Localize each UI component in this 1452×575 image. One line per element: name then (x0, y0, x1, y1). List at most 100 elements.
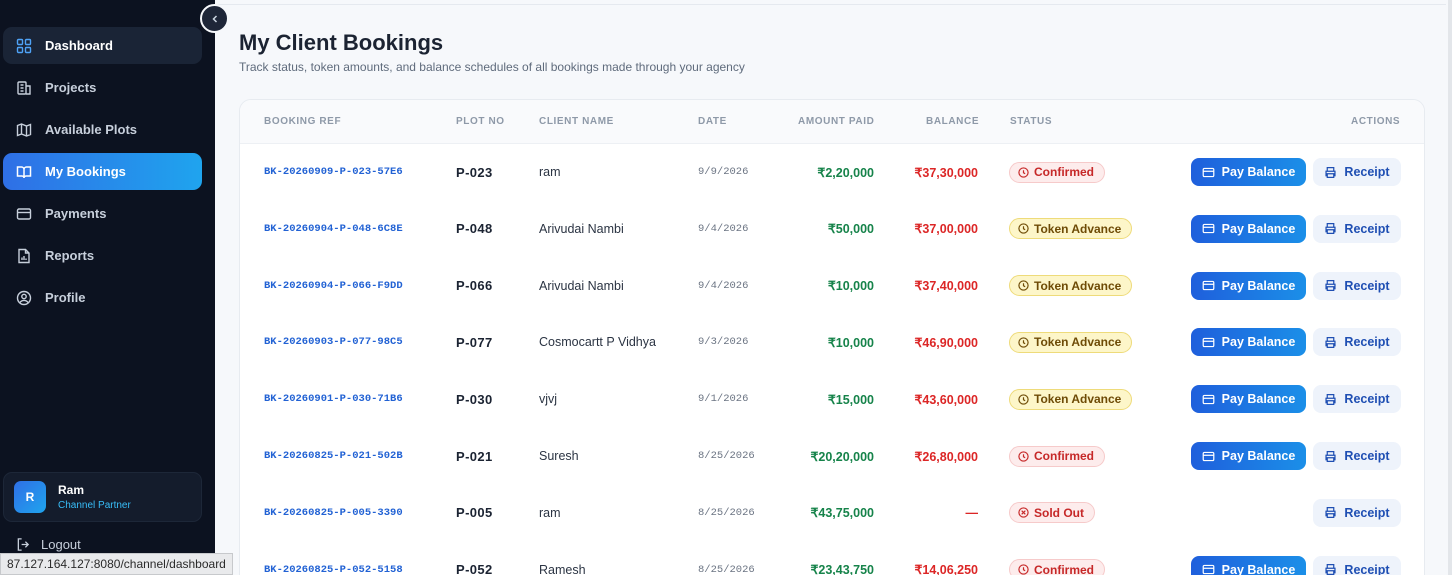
receipt-button[interactable]: Receipt (1313, 158, 1401, 186)
balance-amount: ₹46,90,000 (914, 335, 978, 350)
sidebar-item-reports[interactable]: Reports (3, 237, 202, 274)
receipt-button[interactable]: Receipt (1313, 328, 1401, 357)
card-icon (1202, 279, 1215, 292)
table-row: BK-20260903-P-077-98C5 P-077 Cosmocartt P … (240, 314, 1424, 370)
clock-icon (1018, 166, 1029, 178)
printer-icon (1324, 336, 1337, 349)
receipt-button[interactable]: Receipt (1313, 214, 1401, 243)
client-name: Arivudai Nambi (539, 278, 624, 293)
receipt-label: Receipt (1344, 221, 1390, 236)
client-name: Suresh (539, 449, 579, 463)
pay-balance-button[interactable]: Pay Balance (1191, 442, 1306, 470)
receipt-button[interactable]: Receipt (1313, 271, 1401, 300)
card-icon (1202, 222, 1215, 235)
page-subtitle: Track status, token amounts, and balance… (239, 60, 745, 74)
top-divider (215, 4, 1446, 5)
plot-no: P-005 (456, 505, 493, 521)
status-label: Confirmed (1034, 165, 1094, 179)
pay-balance-button[interactable]: Pay Balance (1191, 271, 1306, 300)
booking-ref-link[interactable]: BK-20260903-P-077-98C5 (264, 336, 403, 349)
pay-balance-label: Pay Balance (1221, 392, 1296, 407)
receipt-button[interactable]: Receipt (1313, 498, 1401, 527)
booking-date: 9/1/2026 (698, 393, 749, 406)
sidebar-item-label: My Bookings (45, 164, 126, 179)
amount-paid: ₹20,20,000 (810, 449, 874, 464)
status-label: Sold Out (1034, 505, 1084, 520)
user-card[interactable]: R Ram Channel Partner (3, 472, 202, 522)
sidebar-item-dashboard[interactable]: Dashboard (3, 27, 202, 64)
booking-ref-link[interactable]: BK-20260825-P-021-502B (264, 450, 403, 462)
balance-amount: ₹37,00,000 (914, 222, 978, 237)
client-name: vjvj (539, 392, 558, 407)
sidebar-item-profile[interactable]: Profile (3, 279, 202, 316)
booking-date: 9/4/2026 (698, 279, 749, 292)
status-label: Token Advance (1034, 221, 1122, 236)
booking-date: 8/25/2026 (698, 450, 755, 462)
booking-date: 9/4/2026 (698, 222, 749, 235)
status-badge: Confirmed (1009, 161, 1105, 183)
sidebar-item-my-bookings[interactable]: My Bookings (3, 153, 202, 190)
sidebar-item-label: Available Plots (45, 122, 137, 137)
clock-icon (1018, 564, 1029, 575)
table-row: BK-20260904-P-048-6C8E P-048 Arivudai Namb… (240, 201, 1424, 257)
table-row: BK-20260825-P-052-5158 P-052 Ramesh 8/25/20… (240, 542, 1424, 575)
sidebar-item-projects[interactable]: Projects (3, 69, 202, 106)
user-circle-icon (15, 289, 33, 307)
printer-icon (1324, 563, 1337, 575)
status-cell: Sold Out (1009, 485, 1095, 541)
booking-ref-link[interactable]: BK-20260904-P-048-6C8E (264, 222, 403, 235)
receipt-label: Receipt (1344, 165, 1390, 179)
scrollbar[interactable] (1448, 0, 1452, 575)
booking-ref-link[interactable]: BK-20260901-P-030-71B6 (264, 393, 403, 406)
sidebar-item-label: Reports (45, 248, 95, 263)
table-row: BK-20260909-P-023-57E6 P-023 ram 9/9/2026 ₹2… (240, 144, 1424, 200)
receipt-button[interactable]: Receipt (1313, 442, 1401, 470)
pay-balance-button[interactable]: Pay Balance (1191, 328, 1306, 357)
sidebar-item-payments[interactable]: Payments (3, 195, 202, 232)
table-row: BK-20260825-P-005-3390 P-005 ram 8/25/2026 ₹… (240, 485, 1424, 541)
column-header-status: STATUS (1010, 116, 1053, 127)
receipt-button[interactable]: Receipt (1313, 555, 1401, 575)
booking-ref-link[interactable]: BK-20260909-P-023-57E6 (264, 166, 403, 178)
sidebar-item-available-plots[interactable]: Available Plots (3, 111, 202, 148)
pay-balance-button[interactable]: Pay Balance (1191, 214, 1306, 243)
balance-amount: ₹43,60,000 (914, 392, 978, 407)
amount-paid: ₹10,000 (827, 279, 874, 294)
sidebar-collapse-button[interactable] (200, 4, 229, 33)
report-icon (15, 247, 33, 265)
status-label: Token Advance (1034, 278, 1122, 293)
pay-balance-button[interactable]: Pay Balance (1191, 385, 1306, 414)
map-icon (15, 121, 33, 139)
balance-amount: ₹37,30,000 (914, 165, 978, 180)
receipt-label: Receipt (1344, 505, 1390, 520)
pay-balance-label: Pay Balance (1221, 449, 1296, 463)
logout-button[interactable]: Logout (16, 537, 81, 552)
receipt-button[interactable]: Receipt (1313, 385, 1401, 414)
balance-amount: — (965, 505, 979, 520)
column-header-actions: ACTIONS (1351, 116, 1401, 127)
booking-ref-link[interactable]: BK-20260904-P-066-F9DD (264, 279, 403, 292)
pay-balance-button[interactable]: Pay Balance (1191, 158, 1306, 186)
receipt-label: Receipt (1344, 449, 1390, 463)
chevron-left-icon (210, 14, 220, 24)
client-name: ram (539, 165, 561, 179)
logout-label: Logout (41, 537, 81, 552)
table-row: BK-20260904-P-066-F9DD P-066 Arivudai Namb… (240, 258, 1424, 314)
clock-icon (1018, 394, 1029, 405)
card-icon (15, 205, 33, 223)
amount-paid: ₹2,20,000 (817, 165, 874, 180)
status-badge: Confirmed (1009, 559, 1105, 575)
status-label: Confirmed (1034, 449, 1094, 463)
booking-date: 8/25/2026 (698, 563, 755, 575)
plot-no: P-021 (456, 448, 493, 464)
amount-paid: ₹15,000 (827, 392, 874, 407)
card-icon (1202, 563, 1215, 575)
booking-ref-link[interactable]: BK-20260825-P-005-3390 (264, 506, 403, 519)
pay-balance-label: Pay Balance (1221, 221, 1296, 236)
pay-balance-button[interactable]: Pay Balance (1191, 555, 1306, 575)
amount-paid: ₹23,43,750 (810, 563, 874, 575)
booking-ref-link[interactable]: BK-20260825-P-052-5158 (264, 563, 403, 575)
printer-icon (1324, 450, 1337, 463)
user-name: Ram (58, 483, 85, 497)
bookings-table: BOOKING REF PLOT NO CLIENT NAME DATE AMO… (239, 99, 1425, 575)
